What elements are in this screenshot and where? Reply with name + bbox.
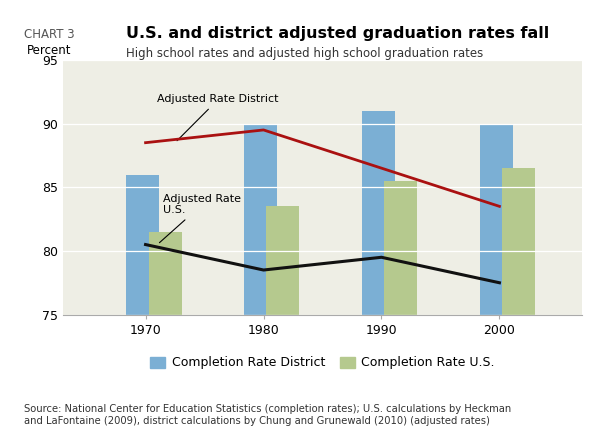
Text: U.S. and district adjusted graduation rates fall: U.S. and district adjusted graduation ra… [126, 26, 549, 41]
Bar [149, 232, 182, 315]
Bar [480, 124, 513, 315]
Text: CHART 3: CHART 3 [24, 28, 74, 41]
Bar [244, 124, 277, 315]
Bar [502, 168, 535, 315]
Text: High school rates and adjusted high school graduation rates: High school rates and adjusted high scho… [126, 47, 483, 60]
Bar [362, 111, 395, 315]
Text: Adjusted Rate District: Adjusted Rate District [157, 95, 279, 141]
Legend: Completion Rate District, Completion Rate U.S.: Completion Rate District, Completion Rat… [151, 357, 494, 369]
Bar [385, 181, 418, 315]
Text: Percent: Percent [26, 45, 71, 57]
Bar [266, 206, 299, 315]
Text: Adjusted Rate
U.S.: Adjusted Rate U.S. [160, 193, 241, 243]
Text: Source: National Center for Education Statistics (completion rates); U.S. calcul: Source: National Center for Education St… [24, 404, 511, 426]
Bar [126, 175, 159, 315]
